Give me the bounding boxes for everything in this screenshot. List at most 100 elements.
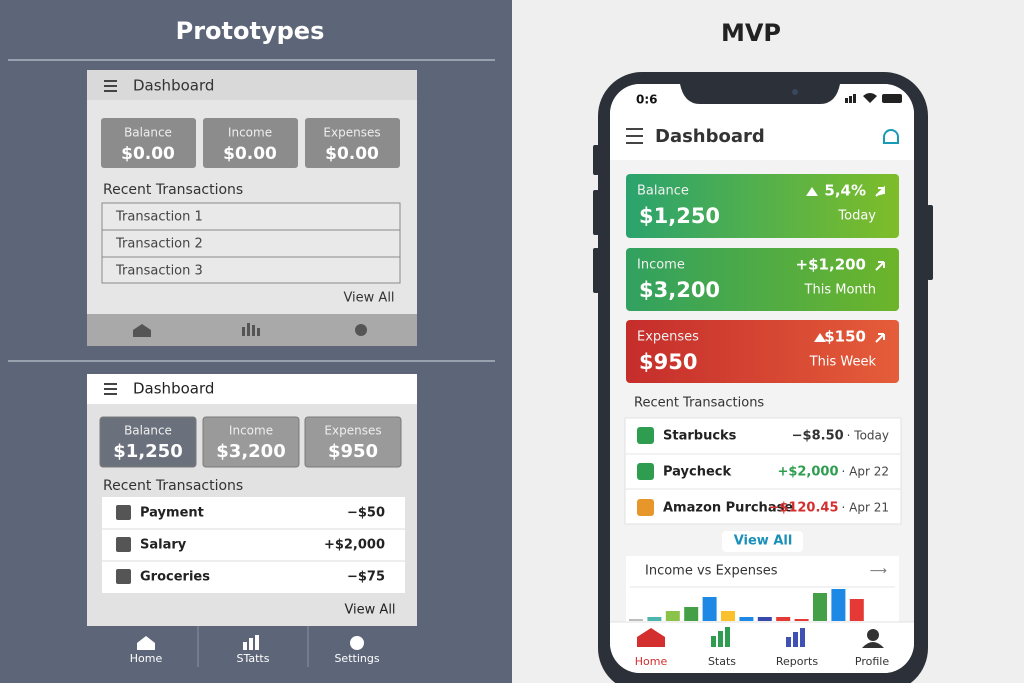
- transaction-name: Amazon Purchase: [663, 501, 793, 516]
- card-change: +$1,200: [796, 256, 866, 274]
- chart-arrow-icon: ⟶: [870, 564, 887, 578]
- trend-icons: [806, 185, 885, 343]
- nav-icons: [133, 323, 367, 337]
- nav-label[interactable]: Stats: [708, 655, 736, 668]
- transaction-row: Transaction 3: [115, 264, 203, 279]
- nav-label[interactable]: Reports: [776, 655, 818, 668]
- menu-icon[interactable]: [626, 128, 643, 144]
- transaction-name: Payment: [140, 506, 204, 521]
- card-value: $0.00: [223, 144, 277, 164]
- transaction-amount: −$120.45: [768, 501, 838, 516]
- phone-button: [593, 248, 599, 293]
- transaction-date: · Today: [847, 429, 889, 443]
- transaction-date: · Apr 21: [842, 501, 889, 515]
- menu-icon[interactable]: [104, 383, 117, 395]
- card-value: $1,250: [639, 204, 720, 228]
- header-bar: [87, 70, 417, 100]
- tx-icon: [637, 427, 654, 444]
- balance-card: [626, 174, 899, 238]
- transaction-name: Starbucks: [663, 429, 737, 444]
- tx-icon: [637, 499, 654, 516]
- phone-button: [593, 190, 599, 235]
- transaction-date: · Apr 22: [842, 465, 889, 479]
- transaction-amount: +$2,000: [777, 465, 838, 480]
- transaction-name: Salary: [140, 538, 187, 553]
- card-value: $950: [639, 350, 697, 374]
- camera: [792, 89, 798, 95]
- phone-button: [593, 145, 599, 175]
- phone-button: [927, 205, 933, 280]
- transaction-name: Paycheck: [663, 465, 732, 480]
- header-bar: [87, 374, 417, 404]
- transaction-amount: −$50: [347, 506, 385, 521]
- chart-title: Income vs Expenses: [645, 564, 778, 579]
- header-title: Dashboard: [655, 126, 765, 147]
- phone-screen: [610, 84, 914, 673]
- nav-label[interactable]: Profile: [855, 655, 889, 668]
- summary-card: [203, 118, 298, 168]
- status-time: 0:6: [636, 93, 658, 107]
- transactions-list: [624, 417, 902, 525]
- card-label: Expenses: [324, 424, 381, 438]
- view-all-link[interactable]: View All: [344, 603, 395, 618]
- income-card: [626, 248, 899, 311]
- bar: [849, 599, 864, 621]
- card-period: This Week: [809, 355, 877, 370]
- section-heading: Recent Transactions: [103, 478, 243, 494]
- nav-label[interactable]: Settings: [334, 652, 379, 665]
- bar: [684, 607, 699, 621]
- menu-icon[interactable]: [104, 80, 117, 92]
- list-box: [102, 497, 405, 593]
- bar: [721, 611, 735, 621]
- nav-label[interactable]: Home: [130, 652, 163, 665]
- transaction-amount: +$2,000: [324, 538, 385, 553]
- summary-card: [202, 416, 300, 468]
- section-heading: Recent Transactions: [634, 396, 764, 411]
- bar: [647, 617, 662, 621]
- card-label: Balance: [124, 126, 172, 140]
- transaction-amount: −$75: [347, 570, 385, 585]
- status-icons: [845, 93, 902, 103]
- card-change: 5,4%: [824, 182, 866, 200]
- nav-icons: [637, 627, 884, 648]
- header-title: Dashboard: [133, 380, 214, 398]
- card-label: Income: [228, 126, 272, 140]
- notch: [680, 84, 840, 104]
- transaction-amount: −$8.50: [792, 429, 844, 444]
- list-box: [101, 202, 401, 284]
- expenses-card: [626, 320, 899, 383]
- card-value: $0.00: [325, 144, 379, 164]
- header-title: Dashboard: [133, 77, 214, 95]
- bar: [739, 617, 754, 621]
- bar: [813, 593, 827, 621]
- nav-label[interactable]: STatts: [237, 652, 270, 665]
- view-all-link[interactable]: View All: [343, 291, 394, 306]
- summary-card: [101, 118, 196, 168]
- card-label: Expenses: [323, 126, 380, 140]
- view-all-button[interactable]: [722, 531, 803, 552]
- row-icons: [116, 505, 131, 584]
- card-label: Balance: [637, 184, 689, 199]
- section-title: MVP: [721, 19, 781, 47]
- bell-icon[interactable]: [883, 129, 899, 144]
- bar: [794, 619, 809, 621]
- card-change: $150: [824, 328, 866, 346]
- section-title: Prototypes: [176, 17, 325, 45]
- card-label: Income: [229, 424, 273, 438]
- card-value: $3,200: [216, 441, 285, 462]
- nav-label[interactable]: Home: [635, 655, 668, 668]
- card-value: $1,250: [113, 441, 182, 462]
- card-label: Expenses: [637, 330, 699, 345]
- bar-group: [629, 589, 864, 621]
- tx-icon: [637, 463, 654, 480]
- bar: [831, 589, 846, 621]
- view-all-link[interactable]: View All: [734, 534, 793, 549]
- card-label: Balance: [124, 424, 172, 438]
- bar: [629, 619, 643, 621]
- bar: [702, 597, 717, 621]
- card-period: Today: [837, 209, 876, 224]
- transaction-name: Groceries: [140, 570, 210, 585]
- transaction-row: Transaction 1: [115, 210, 203, 225]
- section-heading: Recent Transactions: [103, 182, 243, 198]
